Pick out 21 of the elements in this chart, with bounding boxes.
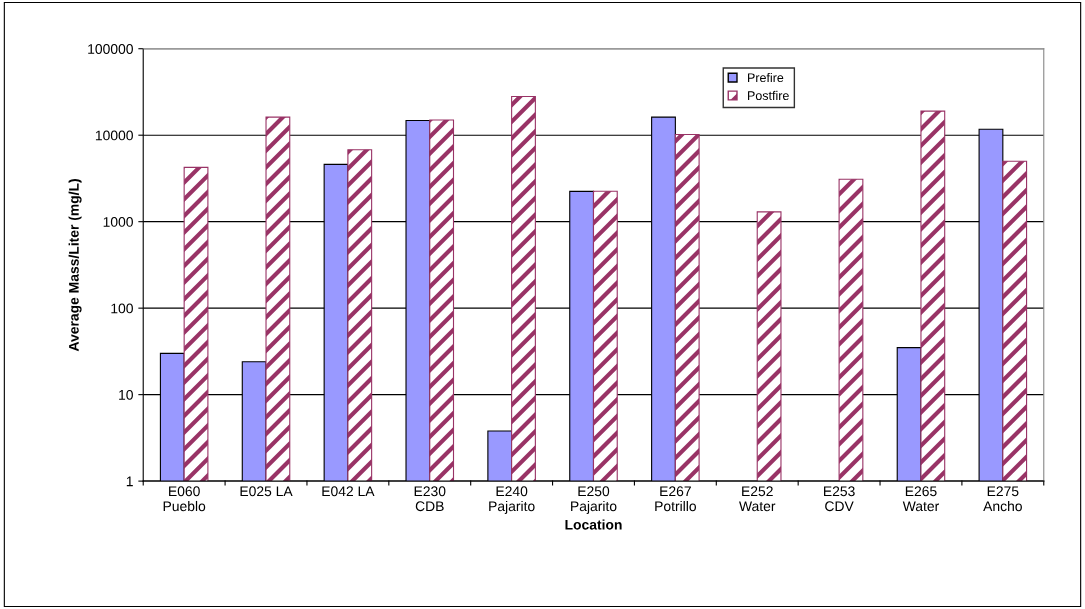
x-tick-label: E230 CDB bbox=[414, 486, 446, 512]
y-tick-label: 100000 bbox=[88, 44, 133, 54]
x-tick-label: E060 Pueblo bbox=[163, 486, 206, 512]
x-tick-label: E042 LA bbox=[322, 486, 375, 497]
x-tick-label: E250 Pajarito bbox=[571, 486, 617, 514]
x-axis-title: Location bbox=[565, 519, 622, 530]
y-tick-label: 100 bbox=[111, 303, 133, 314]
y-tick-label: 1000 bbox=[103, 217, 133, 227]
x-tick-label: E253 CDV bbox=[824, 486, 855, 512]
y-tick-label: 1 bbox=[126, 476, 133, 487]
legend-label: Prefire bbox=[748, 72, 784, 83]
legend-label: Postfire bbox=[748, 90, 789, 101]
x-tick-label: E240 Pajarito bbox=[489, 486, 535, 514]
y-axis-title: Average Mass/Liter (mg/L) bbox=[68, 179, 82, 352]
x-tick-label: E275 Ancho bbox=[983, 486, 1022, 512]
x-tick-label: E252 Water bbox=[739, 486, 776, 512]
x-tick-label: E265 Water bbox=[902, 486, 939, 512]
x-tick-label: E025 LA bbox=[240, 486, 293, 497]
y-tick-label: 10 bbox=[119, 389, 133, 400]
x-tick-label: E267 Potrillo bbox=[655, 486, 697, 512]
y-tick-label: 10000 bbox=[95, 130, 133, 141]
